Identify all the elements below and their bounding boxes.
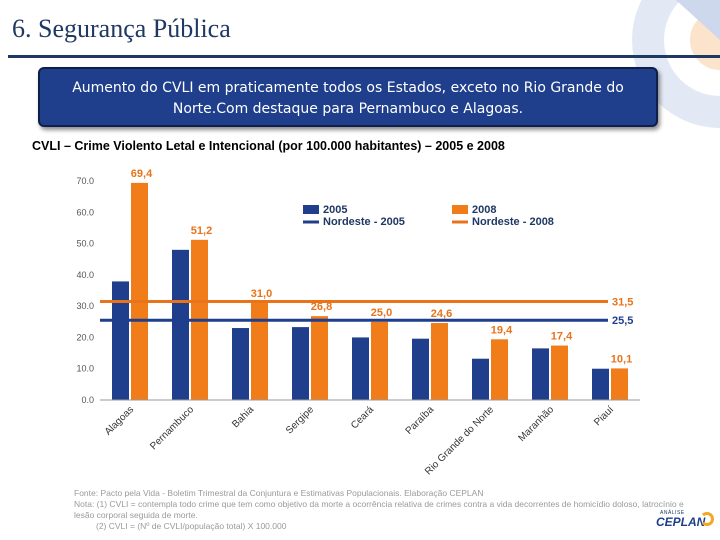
bar-2005 [112,281,129,400]
note-line: lesão corporal seguida de morte. [74,510,198,520]
y-tick-label: 40.0 [76,270,94,280]
logo-swirl-icon [700,512,714,526]
note-line: Nota: (1) CVLI = contempla todo crime qu… [74,499,684,509]
reference-line-label: 25,5 [612,315,633,327]
bar-2005 [532,348,549,400]
logo-subtitle: ANÁLISE [660,510,685,516]
y-tick-label: 10.0 [76,364,94,374]
bar-data-label: 10,1 [611,353,632,365]
bar-2008 [131,182,148,400]
x-category-label: Piauí [592,404,616,428]
x-category-label: Paraíba [404,404,437,437]
bar-2005 [232,328,249,400]
legend-label: Nordeste - 2008 [472,216,554,228]
legend-swatch [452,205,468,214]
title-divider [8,55,720,58]
bar-2005 [292,327,309,400]
y-tick-label: 20.0 [76,332,94,342]
bar-2005 [412,338,429,400]
bar-data-label: 69,4 [131,168,153,180]
bar-data-label: 31,0 [251,288,272,300]
legend-swatch [303,205,319,214]
bar-data-label: 25,0 [371,307,392,319]
x-category-label: Rio Grande do Norte [423,404,496,477]
bar-chart: 25,5 31,5 69,4 51,2 31,0 26,8 25,0 24,6 19,4 17,… [76,168,640,477]
y-tick-label: 50.0 [76,239,94,249]
bar-2008 [251,303,268,400]
bar-2005 [472,358,489,400]
legend-label: 2008 [472,204,496,216]
x-category-label: Bahia [230,404,256,430]
note-line: (2) CVLI = (Nº de CVLI/população total) … [96,521,287,531]
x-category-label: Ceará [349,404,376,431]
reference-line-label: 31,5 [612,296,633,308]
bar-data-label: 17,4 [551,331,573,343]
bar-data-label: 19,4 [491,324,513,336]
bar-2008 [431,323,448,400]
bar-data-label: 24,6 [431,308,452,320]
bar-2005 [172,249,189,400]
bar-2008 [611,368,628,400]
x-category-label: Alagoas [103,404,136,437]
bar-2005 [352,337,369,400]
legend-label: 2005 [323,204,347,216]
bar-2005 [592,368,609,400]
source-notes: Fonte: Pacto pela Vida - Boletim Trimest… [74,488,684,532]
x-category-label: Pernambuco [148,404,196,452]
legend-label: Nordeste - 2005 [323,216,405,228]
page-title: 6. Segurança Pública [12,14,231,43]
y-tick-label: 70.0 [76,176,94,186]
source-line: Fonte: Pacto pela Vida - Boletim Trimest… [74,488,484,498]
y-tick-label: 0.0 [81,395,94,405]
chart-title: CVLI – Crime Violento Letal e Intenciona… [32,139,505,153]
bar-2008 [551,345,568,400]
x-category-label: Maranhão [517,404,557,444]
ceplan-logo: ANÁLISE CEPLAN [650,504,718,538]
bar-data-label: 51,2 [191,225,212,237]
bar-2008 [371,321,388,400]
bar-2008 [491,339,508,400]
logo-text: CEPLAN [656,515,706,529]
y-tick-label: 60.0 [76,207,94,217]
y-tick-label: 30.0 [76,301,94,311]
x-category-label: Sergipe [284,404,316,436]
highlight-callout-box: Aumento do CVLI em praticamente todos os… [38,67,658,127]
bar-data-label: 26,8 [311,301,332,313]
bar-2008 [311,316,328,400]
